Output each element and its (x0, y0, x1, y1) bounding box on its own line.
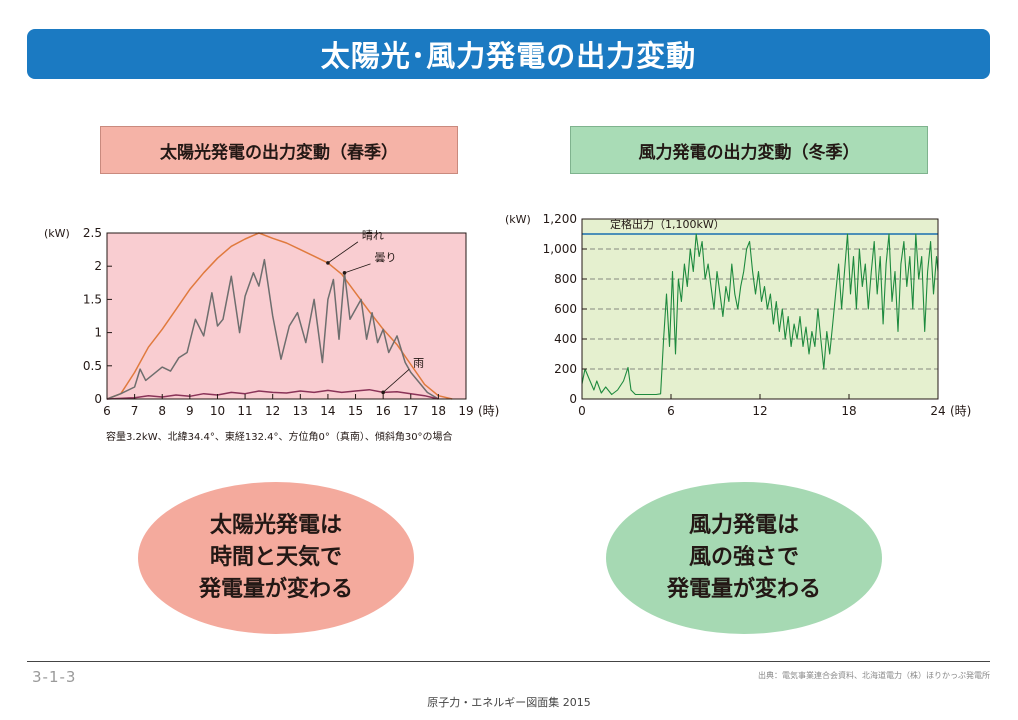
series-label: 晴れ (362, 229, 384, 242)
y-tick-label: 200 (554, 362, 577, 376)
wind-summary-line: 発電量が変わる (666, 577, 821, 602)
x-tick-label: 16 (376, 404, 391, 418)
title-bar: 太陽光･風力発電の出力変動 (27, 29, 990, 79)
x-tick-label: 0 (578, 404, 586, 418)
plot-frame (106, 232, 467, 400)
series-line (106, 258, 439, 400)
plot-area (582, 219, 938, 399)
x-tick-label: 17 (403, 404, 418, 418)
x-tick-label: 11 (237, 404, 252, 418)
solar-chart-label: 太陽光発電の出力変動（春季） (100, 126, 458, 174)
footer-divider (27, 661, 990, 662)
x-tick-label: 19 (458, 404, 473, 418)
plot-frame (581, 218, 939, 400)
x-tick-label: 14 (320, 404, 335, 418)
y-tick-label: 2.5 (83, 226, 102, 240)
y-tick-label: 1,000 (543, 242, 577, 256)
x-tick-label: 12 (265, 404, 280, 418)
solar-summary-ellipse: 太陽光発電は 時間と天気で 発電量が変わる (138, 482, 414, 634)
y-tick-label: 400 (554, 332, 577, 346)
wind-summary-ellipse: 風力発電は 風の強さで 発電量が変わる (606, 482, 882, 634)
x-tick-label: 13 (293, 404, 308, 418)
x-tick-label: 18 (841, 404, 856, 418)
x-tick-label: 15 (348, 404, 363, 418)
series-leader-dot (381, 390, 385, 395)
x-tick-label: 6 (667, 404, 675, 418)
solar-summary-line: 発電量が変わる (198, 577, 353, 602)
x-unit-label: (時) (478, 404, 499, 418)
y-tick-label: 0.5 (83, 359, 102, 373)
y-unit-label: (kW) (44, 227, 70, 240)
y-tick-label: 1.5 (83, 292, 102, 306)
x-tick-label: 24 (930, 404, 945, 418)
x-tick-label: 8 (158, 404, 166, 418)
series-line (581, 233, 939, 396)
page-title: 太陽光･風力発電の出力変動 (320, 39, 697, 73)
y-tick-label: 600 (554, 302, 577, 316)
x-tick-label: 7 (131, 404, 139, 418)
wind-summary-line: 風の強さで (688, 545, 799, 570)
plot-area (107, 233, 466, 399)
page-number: 3-1-3 (32, 668, 77, 686)
y-unit-label: (kW) (505, 213, 531, 226)
series-leader-dot (342, 271, 347, 275)
solar-chart-caption: 容量3.2kW、北緯34.4°、東経132.4°、方位角0°（真南）、傾斜角30… (106, 432, 453, 443)
x-unit-label: (時) (950, 404, 971, 418)
series-label: 曇り (374, 251, 396, 264)
series-leader-line (382, 369, 410, 393)
x-tick-label: 9 (186, 404, 194, 418)
x-tick-label: 10 (210, 404, 225, 418)
wind-chart-label: 風力発電の出力変動（冬季） (570, 126, 928, 174)
x-tick-label: 18 (431, 404, 446, 418)
solar-summary-line: 時間と天気で (209, 545, 342, 570)
wind-summary-line: 風力発電は (688, 513, 799, 538)
series-leader-line (344, 263, 371, 274)
solar-summary-line: 太陽光発電は (209, 513, 342, 538)
y-tick-label: 2 (94, 259, 102, 273)
series-leader-dot (326, 261, 330, 265)
book-title: 原子力・エネルギー図面集 2015 (427, 696, 591, 709)
series-line (106, 232, 453, 400)
y-tick-label: 1 (94, 326, 102, 340)
y-tick-label: 1,200 (543, 212, 577, 226)
rated-output-label: 定格出力（1,100kW） (610, 217, 725, 231)
series-leader-line (327, 241, 359, 264)
series-label: 雨 (413, 356, 424, 369)
y-tick-label: 0 (569, 392, 577, 406)
x-tick-label: 12 (752, 404, 767, 418)
source-note: 出典：電気事業連合会資料、北海道電力（株）ほりかっぷ発電所 (758, 671, 990, 680)
x-tick-label: 6 (103, 404, 111, 418)
series-line (106, 388, 439, 400)
y-tick-label: 0 (94, 392, 102, 406)
y-tick-label: 800 (554, 272, 577, 286)
